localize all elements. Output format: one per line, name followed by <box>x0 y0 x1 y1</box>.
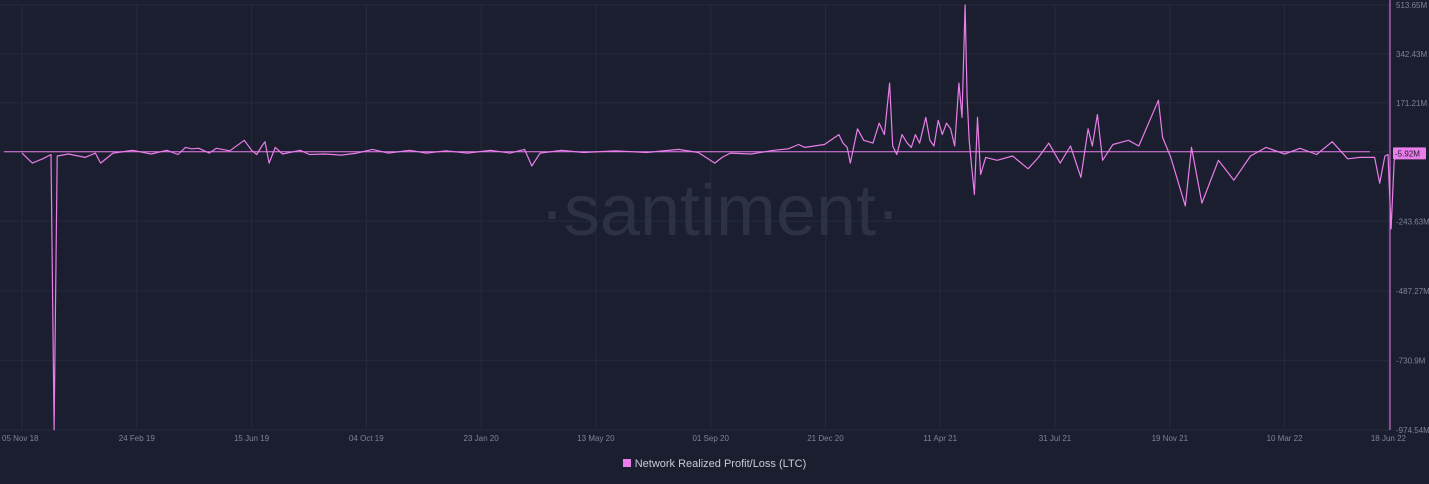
x-tick-label: 19 Nov 21 <box>1152 434 1189 443</box>
x-tick-label: 18 Jun 22 <box>1371 434 1407 443</box>
x-tick-label: 13 May 20 <box>577 434 615 443</box>
series-line <box>21 4 1399 431</box>
x-tick-label: 10 Mar 22 <box>1267 434 1304 443</box>
y-tick-label: 513.65M <box>1396 1 1427 10</box>
x-tick-label: 31 Jul 21 <box>1039 434 1072 443</box>
legend-swatch <box>622 459 631 467</box>
watermark: ·santiment· <box>540 171 900 251</box>
y-tick-label: -243.63M <box>1396 217 1429 226</box>
x-tick-label: 01 Sep 20 <box>692 434 729 443</box>
x-tick-label: 21 Dec 20 <box>807 434 844 443</box>
y-tick-label: -730.9M <box>1396 356 1426 365</box>
y-tick-label: -974.54M <box>1396 426 1429 435</box>
chart-legend[interactable]: Network Realized Profit/Loss (LTC) <box>0 458 1429 470</box>
x-tick-label: 15 Jun 19 <box>234 434 270 443</box>
x-tick-label: 05 Nov 18 <box>2 434 39 443</box>
x-tick-label: 23 Jan 20 <box>464 434 500 443</box>
x-tick-label: 24 Feb 19 <box>119 434 156 443</box>
y-tick-label: 342.43M <box>1396 50 1427 59</box>
x-tick-label: 11 Apr 21 <box>923 434 957 443</box>
last-value-label: -5.92M <box>1395 149 1420 158</box>
y-tick-label: 171.21M <box>1396 99 1427 108</box>
x-tick-label: 04 Oct 19 <box>349 434 384 443</box>
legend-label: Network Realized Profit/Loss (LTC) <box>634 458 807 470</box>
last-value-badge <box>1393 147 1426 160</box>
y-tick-label: -487.27M <box>1396 287 1429 296</box>
